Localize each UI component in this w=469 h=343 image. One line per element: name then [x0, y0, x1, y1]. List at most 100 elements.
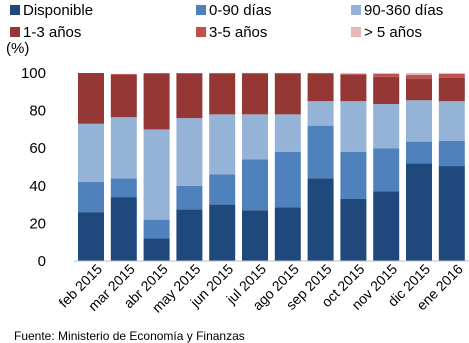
bar-segment-5-anos	[438, 73, 465, 74]
legend-label: Disponible	[23, 2, 93, 19]
bar-stack-nov-2015	[373, 73, 400, 261]
bar-segment-disponible	[110, 197, 137, 261]
bar-segment-disponible	[340, 198, 367, 261]
y-tick-label: 40	[29, 178, 46, 195]
bar-stack-may-2015	[176, 73, 203, 261]
y-axis-ticks: 0 20 40 60 80 100	[21, 65, 46, 270]
bar-stack-oct-2015	[340, 73, 367, 261]
y-tick-label: 100	[21, 65, 46, 82]
bar-segment-90-360-dias	[176, 118, 203, 186]
bar-segment-1-3-anos	[110, 74, 137, 118]
bar-segment-90-360-dias	[340, 101, 367, 152]
bar-segment-1-3-anos	[242, 73, 268, 115]
y-tick-label: 60	[29, 140, 46, 157]
bar-segment-90-360-dias	[307, 101, 334, 126]
legend-label: > 5 años	[364, 24, 422, 41]
bar-segment-90-360-dias	[274, 114, 301, 152]
legend-swatch	[196, 27, 206, 37]
legend-item-3-5-anos: 3-5 años	[196, 24, 267, 41]
bar-segment-1-3-anos	[406, 78, 432, 101]
bar-stack-jun-2015	[209, 73, 236, 261]
legend-item-5-anos: > 5 años	[351, 24, 422, 41]
bar-segment-5-anos	[373, 73, 400, 74]
legend-item-90-360-dias: 90-360 días	[351, 2, 443, 19]
bar-segment-3-5-anos	[176, 73, 203, 74]
legend-item-0-90-dias: 0-90 días	[196, 2, 272, 19]
bar-stack-mar-2015	[110, 73, 137, 261]
source-footnote: Fuente: Ministerio de Economía y Finanza…	[14, 329, 245, 343]
bar-segment-0-90-dias	[242, 159, 268, 211]
bar-segment-disponible	[242, 210, 268, 261]
bar-segment-disponible	[307, 178, 334, 261]
bar-segment-0-90-dias	[209, 174, 236, 205]
bar-segment-1-3-anos	[340, 74, 367, 102]
bar-segment-3-5-anos	[438, 73, 465, 78]
bar-segment-disponible	[176, 209, 203, 261]
bar-segment-3-5-anos	[209, 73, 236, 74]
bar-segment-3-5-anos	[307, 73, 334, 74]
bar-segment-0-90-dias	[274, 151, 301, 208]
bar-segment-disponible	[78, 212, 104, 261]
bar-segment-1-3-anos	[176, 73, 203, 119]
bar-segment-1-3-anos	[78, 73, 104, 124]
bar-segment-disponible	[274, 207, 301, 261]
bar-segment-90-360-dias	[373, 104, 400, 149]
bar-segment-90-360-dias	[406, 100, 432, 142]
legend-label: 90-360 días	[364, 2, 443, 19]
bar-segment-0-90-dias	[438, 140, 465, 167]
legend: Disponible 0-90 días 90-360 días 1-3 años 3-…	[10, 2, 443, 41]
bar-segment-0-90-dias	[143, 219, 170, 239]
bar-segment-90-360-dias	[438, 101, 465, 141]
bar-segment-1-3-anos	[143, 73, 170, 130]
y-tick-label: 80	[29, 103, 46, 120]
y-tick-label: 0	[38, 253, 46, 270]
bars	[78, 73, 465, 261]
bar-segment-3-5-anos	[373, 73, 400, 77]
bar-stack-dic-2015	[406, 73, 432, 261]
bar-segment-90-360-dias	[143, 129, 170, 220]
bar-segment-disponible	[406, 163, 432, 261]
bar-segment-90-360-dias	[78, 123, 104, 183]
bar-segment-disponible	[373, 191, 400, 261]
bar-segment-3-5-anos	[242, 73, 268, 74]
bar-stack-feb-2015	[78, 73, 104, 261]
bar-segment-0-90-dias	[78, 182, 104, 213]
bar-segment-3-5-anos	[406, 74, 432, 79]
bar-segment-disponible	[438, 166, 465, 261]
bar-stack-sep-2015	[307, 73, 334, 261]
bar-segment-1-3-anos	[438, 77, 465, 102]
bar-segment-3-5-anos	[143, 73, 170, 74]
bar-segment-3-5-anos	[274, 73, 301, 74]
legend-swatch	[10, 27, 20, 37]
bar-segment-0-90-dias	[340, 151, 367, 199]
bar-segment-1-3-anos	[274, 73, 301, 115]
bar-stack-abr-2015	[143, 73, 170, 261]
bar-segment-5-anos	[406, 73, 432, 75]
legend-label: 3-5 años	[209, 24, 267, 41]
bar-segment-5-anos	[340, 73, 367, 74]
bar-segment-1-3-anos	[209, 73, 236, 115]
bar-segment-0-90-dias	[373, 148, 400, 192]
bar-segment-0-90-dias	[176, 185, 203, 210]
bar-segment-0-90-dias	[307, 125, 334, 179]
bar-segment-90-360-dias	[110, 117, 137, 179]
bar-stack-ago-2015	[274, 73, 301, 261]
bar-segment-0-90-dias	[406, 141, 432, 164]
bar-segment-90-360-dias	[242, 114, 268, 160]
bar-segment-1-3-anos	[307, 73, 334, 102]
legend-swatch	[196, 5, 206, 15]
legend-swatch	[351, 27, 361, 37]
legend-swatch	[351, 5, 361, 15]
bar-segment-disponible	[209, 204, 236, 261]
bar-stack-jul-2015	[242, 73, 268, 261]
bar-segment-1-3-anos	[373, 76, 400, 105]
bar-segment-3-5-anos	[340, 73, 367, 75]
legend-item-1-3-anos: 1-3 años	[10, 24, 81, 41]
y-axis-unit-label: (%)	[6, 40, 29, 57]
legend-label: 0-90 días	[209, 2, 272, 19]
legend-swatch	[10, 5, 20, 15]
bar-stack-ene-2016	[438, 73, 465, 261]
y-tick-label: 20	[29, 215, 46, 232]
